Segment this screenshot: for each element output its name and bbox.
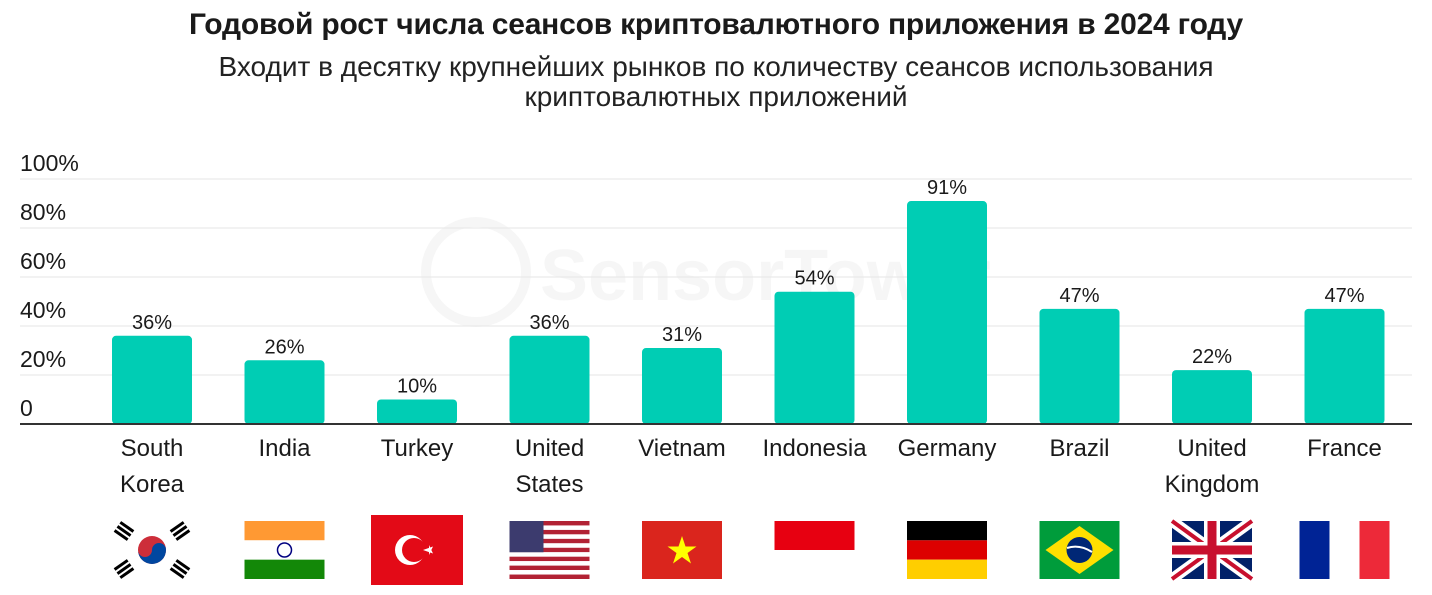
x-tick-label: Germany <box>898 435 997 462</box>
x-tick-label: States <box>515 471 583 498</box>
bar <box>377 399 457 424</box>
y-tick-label: 100% <box>20 150 79 176</box>
flag-south-korea-icon <box>112 521 192 579</box>
x-tick-label: South <box>121 435 184 462</box>
subtitle-line-1: Входит в десятку крупнейших рынков по ко… <box>218 51 1214 82</box>
y-tick-label: 80% <box>20 199 66 225</box>
data-label: 47% <box>1059 285 1099 307</box>
chart-title: Годовой рост числа сеансов криптовалютно… <box>188 8 1243 41</box>
flag-brazil-icon <box>1039 521 1120 579</box>
x-tick-label: Turkey <box>381 435 453 462</box>
x-tick-label: Korea <box>120 471 185 498</box>
x-tick-label: Vietnam <box>638 435 726 462</box>
bar <box>244 360 325 424</box>
data-label: 91% <box>927 177 967 199</box>
x-tick-label: United <box>515 435 584 462</box>
flag-germany-icon <box>907 521 987 579</box>
y-tick-label: 0 <box>20 395 33 421</box>
flag-vietnam-icon <box>642 521 722 579</box>
flag-united-kingdom-icon <box>1168 516 1256 584</box>
x-tick-label: Brazil <box>1049 435 1109 462</box>
data-label: 36% <box>529 312 569 334</box>
data-label: 36% <box>132 312 172 334</box>
data-label: 31% <box>662 324 702 346</box>
bar <box>774 291 855 424</box>
bar <box>1039 308 1120 424</box>
bar <box>112 335 192 424</box>
flag-indonesia-icon <box>774 521 855 579</box>
x-tick-label: Indonesia <box>762 435 867 462</box>
y-tick-label: 60% <box>20 248 66 274</box>
x-tick-label: France <box>1307 435 1382 462</box>
flag-india-icon <box>244 521 325 579</box>
y-tick-label: 40% <box>20 297 66 323</box>
data-label: 26% <box>264 336 304 358</box>
bar <box>1304 308 1385 424</box>
bar <box>1172 370 1252 424</box>
flag-france-icon <box>1299 521 1390 579</box>
watermark-logo-icon <box>426 222 526 322</box>
x-tick-label: United <box>1177 435 1246 462</box>
x-tick-label: India <box>258 435 311 462</box>
chart-subtitle: Входит в десятку крупнейших рынков по ко… <box>0 52 1432 112</box>
x-tick-label: Kingdom <box>1165 471 1260 498</box>
data-label: 22% <box>1192 346 1232 368</box>
y-tick-label: 20% <box>20 346 66 372</box>
data-label: 54% <box>794 268 834 290</box>
subtitle-line-2: криптовалютных приложений <box>524 81 908 112</box>
bar <box>509 335 590 424</box>
flag-united-states-icon <box>509 521 590 579</box>
data-label: 47% <box>1324 285 1364 307</box>
bar <box>907 201 987 424</box>
flag-turkey-icon <box>371 515 463 585</box>
bar <box>642 348 722 424</box>
data-label: 10% <box>397 376 437 398</box>
